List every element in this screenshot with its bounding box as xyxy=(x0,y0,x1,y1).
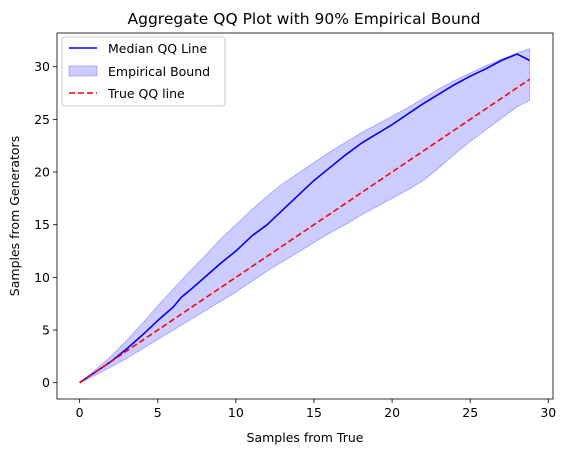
empirical-bound-band xyxy=(79,48,531,384)
x-axis-label: Samples from True xyxy=(247,430,364,445)
legend-bound-label: Empirical Bound xyxy=(108,64,210,79)
y-axis-label: Samples from Generators xyxy=(7,136,22,296)
x-tick-label: 15 xyxy=(306,405,322,420)
x-tick-label: 0 xyxy=(76,405,84,420)
legend-box xyxy=(61,36,226,107)
y-tick-label: 20 xyxy=(34,165,50,180)
y-tick-label: 10 xyxy=(34,270,50,285)
x-tick-label: 5 xyxy=(154,405,162,420)
y-tick-label: 15 xyxy=(34,217,50,232)
legend-true-label: True QQ line xyxy=(107,86,185,101)
plot-area xyxy=(79,48,531,384)
y-axis-ticks: 0 5 10 15 20 25 30 xyxy=(34,59,57,390)
y-tick-label: 5 xyxy=(42,323,50,338)
legend: Median QQ Line Empirical Bound True QQ l… xyxy=(61,36,226,107)
x-tick-label: 20 xyxy=(384,405,400,420)
legend-bound-swatch xyxy=(68,65,98,77)
legend-median-label: Median QQ Line xyxy=(108,41,207,56)
y-tick-label: 30 xyxy=(34,59,50,74)
x-axis-ticks: 0 5 10 15 20 25 30 xyxy=(76,399,556,420)
y-tick-label: 25 xyxy=(34,112,50,127)
median-qq-line xyxy=(79,53,530,384)
x-tick-label: 30 xyxy=(540,405,556,420)
x-tick-label: 25 xyxy=(462,405,478,420)
x-tick-label: 10 xyxy=(228,405,244,420)
chart-title: Aggregate QQ Plot with 90% Empirical Bou… xyxy=(128,10,481,28)
axes-frame xyxy=(56,32,554,400)
y-tick-label: 0 xyxy=(42,375,50,390)
true-qq-line xyxy=(79,78,531,384)
